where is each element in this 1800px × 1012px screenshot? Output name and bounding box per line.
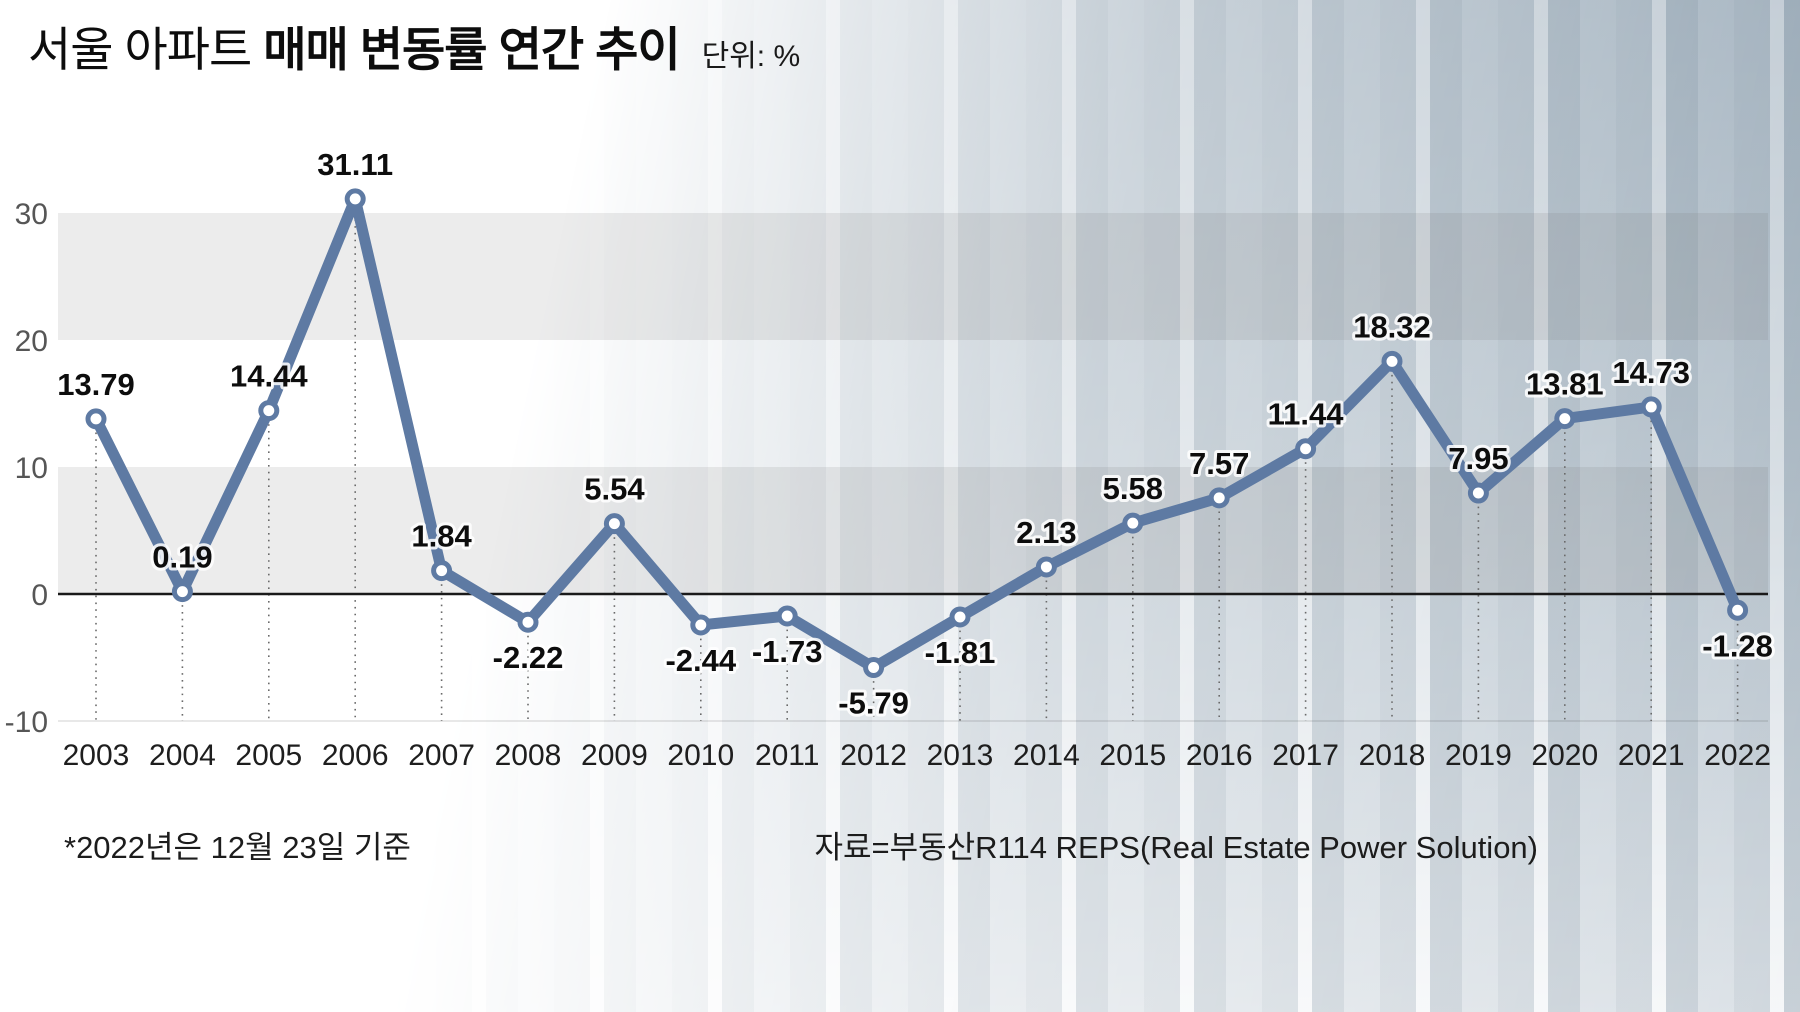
x-axis-year-label: 2006 [322,739,389,772]
value-label: -1.28 [1702,628,1773,663]
value-label: 7.57 [1189,446,1249,481]
x-axis-year-label: 2015 [1099,739,1166,772]
data-point-marker [690,614,712,636]
data-point-marker [171,581,193,603]
data-point-marker [1554,408,1576,430]
data-point-marker [1295,438,1317,460]
data-point-marker [1640,396,1662,418]
x-axis-year-label: 2022 [1704,739,1771,772]
data-point-marker [863,657,885,679]
value-label: 1.84 [411,519,472,554]
y-axis-tick-label: -10 [5,706,48,739]
x-axis-year-label: 2004 [149,739,216,772]
x-axis-year-label: 2018 [1359,739,1426,772]
value-label: 14.73 [1612,355,1690,390]
data-point-marker [1467,482,1489,504]
data-point-marker [517,611,539,633]
y-axis-tick-label: 30 [15,198,48,231]
x-axis-year-label: 2009 [581,739,648,772]
data-point-marker [344,188,366,210]
x-axis-year-label: 2013 [927,739,994,772]
x-axis-year-label: 2008 [495,739,562,772]
data-point-marker [258,400,280,422]
value-label: 18.32 [1353,309,1431,344]
value-label: 13.79 [57,367,135,402]
value-label: -5.79 [838,686,909,721]
value-label: -1.73 [752,634,823,669]
x-axis-year-label: 2019 [1445,739,1512,772]
x-axis-year-label: 2021 [1618,739,1685,772]
value-label: 0.19 [152,540,212,575]
data-point-marker [603,513,625,535]
chart-title-bold: 매매 변동률 연간 추이 [263,23,680,76]
x-axis-year-label: 2003 [63,739,130,772]
data-point-marker [1727,599,1749,621]
x-axis-year-label: 2005 [235,739,302,772]
chart-title-regular: 서울 아파트 [28,23,252,76]
value-label: 13.81 [1526,367,1604,402]
chart-footer: *2022년은 12월 23일 기준 자료=부동산R114 REPS(Real … [0,822,1800,867]
data-point-marker [949,606,971,628]
value-label: 7.95 [1448,441,1508,476]
value-label: -2.22 [493,640,564,675]
data-point-marker [431,560,453,582]
footnote: *2022년은 12월 23일 기준 [64,830,411,865]
value-label: 5.54 [584,472,645,507]
value-label: -2.44 [665,643,736,678]
data-point-marker [776,605,798,627]
x-axis-year-label: 2012 [840,739,907,772]
grid-band [58,213,1768,340]
value-label: 14.44 [230,359,308,394]
chart-header: 서울 아파트 매매 변동률 연간 추이 단위: % [28,22,800,78]
unit-label: 단위: % [701,40,801,73]
y-axis-tick-label: 0 [31,579,48,612]
x-axis-year-label: 2014 [1013,739,1080,772]
source-credit: 자료=부동산R114 REPS(Real Estate Power Soluti… [814,830,1538,865]
x-axis-year-label: 2007 [408,739,475,772]
x-axis-year-label: 2010 [667,739,734,772]
x-axis-year-label: 2017 [1272,739,1339,772]
value-label: 2.13 [1016,515,1076,550]
x-axis-year-label: 2011 [755,739,820,772]
data-point-marker [85,408,107,430]
data-point-marker [1381,350,1403,372]
value-label: 11.44 [1268,397,1345,432]
value-label: 31.11 [317,147,393,182]
data-point-marker [1122,512,1144,534]
grid-band [58,467,1768,594]
y-axis-tick-label: 10 [15,452,48,485]
x-axis-year-label: 2016 [1186,739,1253,772]
value-label: 5.58 [1103,471,1163,506]
data-point-marker [1035,556,1057,578]
x-axis-year-label: 2020 [1531,739,1598,772]
value-label: -1.81 [925,635,996,670]
chart-title: 서울 아파트 매매 변동률 연간 추이 단위: % [28,22,800,78]
y-axis-tick-label: 20 [15,325,48,358]
data-point-marker [1208,487,1230,509]
